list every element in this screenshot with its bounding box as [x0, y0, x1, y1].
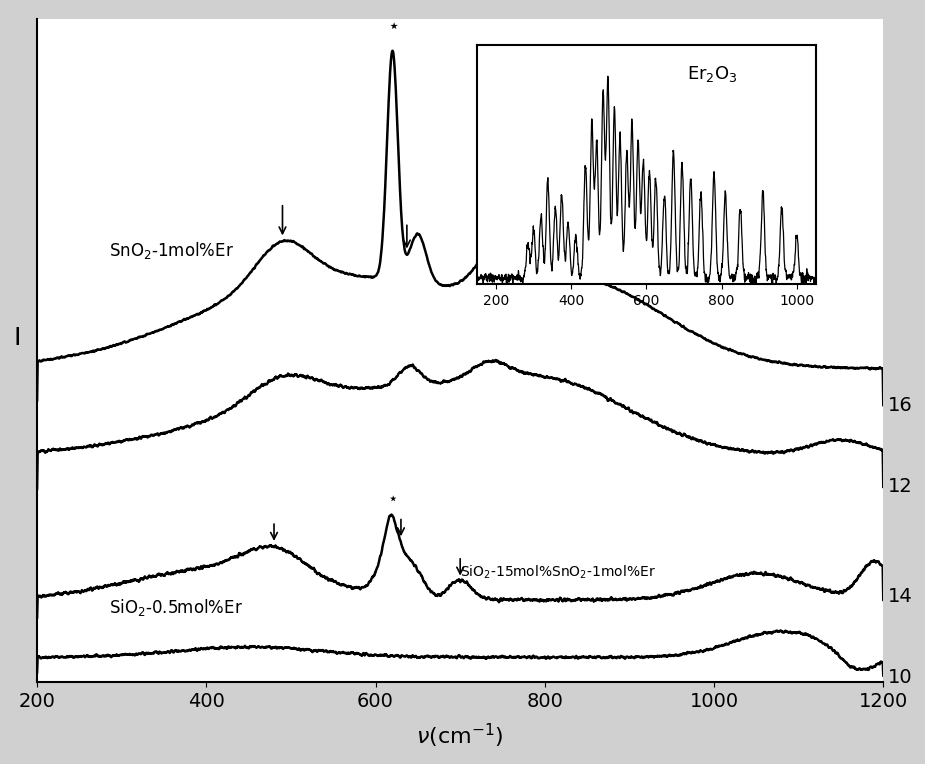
Y-axis label: I: I: [14, 326, 21, 351]
Text: 16: 16: [887, 396, 912, 415]
X-axis label: $\nu$(cm$^{-1}$): $\nu$(cm$^{-1}$): [416, 722, 504, 750]
Text: $\star$: $\star$: [387, 488, 398, 506]
Text: 12: 12: [887, 478, 912, 497]
Text: 10: 10: [887, 668, 912, 687]
Text: SnO$_2$-1mol%Er: SnO$_2$-1mol%Er: [109, 240, 234, 261]
Text: 14: 14: [887, 588, 912, 606]
Text: $\star$: $\star$: [387, 16, 398, 34]
Text: SiO$_2$-15mol%SnO$_2$-1mol%Er: SiO$_2$-15mol%SnO$_2$-1mol%Er: [460, 563, 656, 581]
Text: SiO$_2$-0.5mol%Er: SiO$_2$-0.5mol%Er: [109, 597, 243, 619]
